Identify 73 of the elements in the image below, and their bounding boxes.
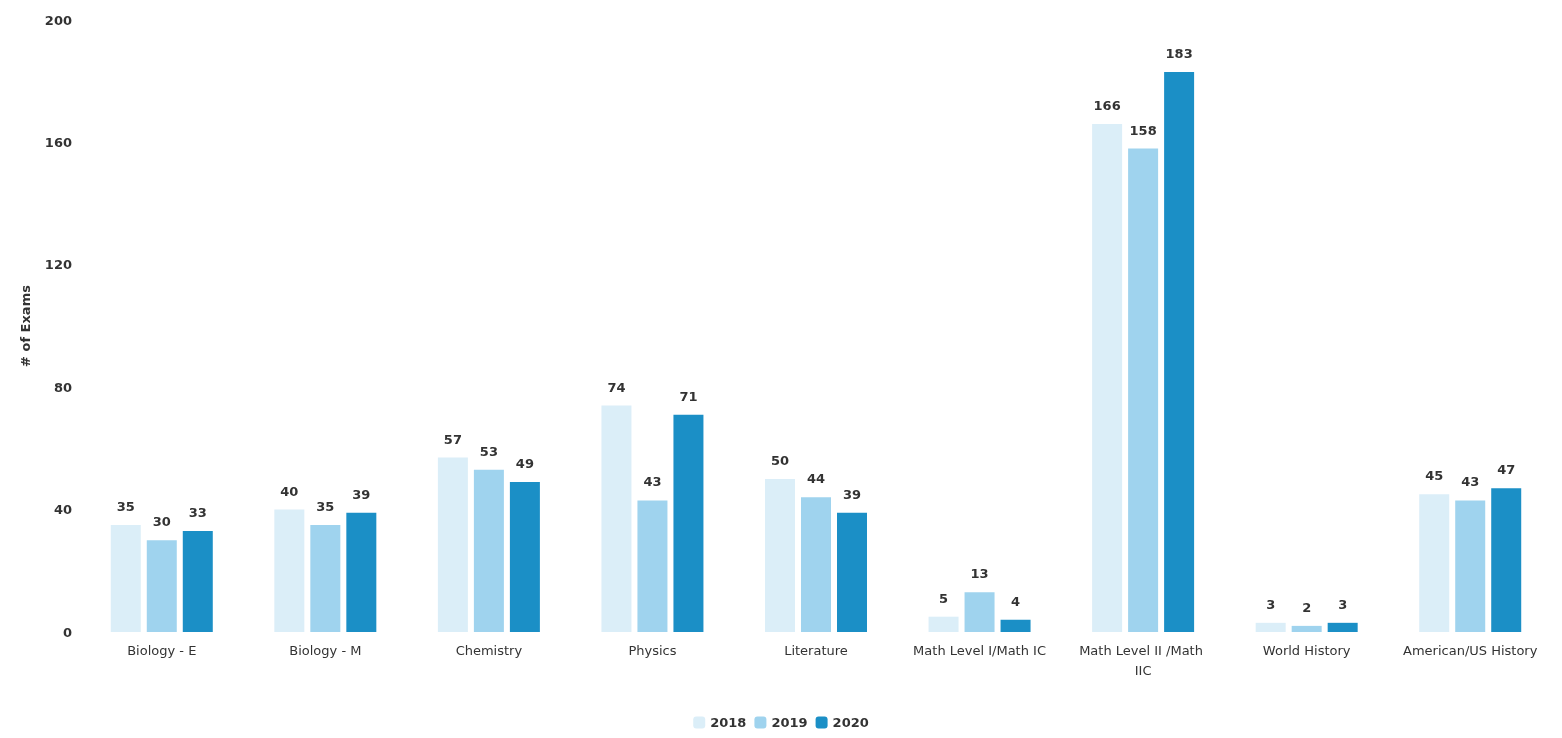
x-tick-label: Biology - E [127,642,197,658]
bar [274,509,305,632]
data-label: 74 [607,379,626,395]
data-label: 47 [1497,462,1516,478]
y-tick-label: 80 [53,379,72,395]
bar [1491,488,1522,632]
bar [310,524,341,632]
data-label: 3 [1338,596,1348,612]
data-label: 40 [280,483,299,499]
x-tick-label: Biology - M [289,642,362,658]
bar [1327,622,1358,632]
data-label: 49 [515,456,534,472]
bar [437,457,468,632]
bar [964,592,995,632]
data-label: 13 [970,566,989,582]
bar [601,405,632,632]
data-label: 30 [152,514,171,530]
data-label: 166 [1093,98,1121,114]
data-label: 71 [679,388,698,404]
data-label: 39 [842,486,862,502]
x-tick-label: Chemistry [455,642,523,658]
bar [346,512,377,632]
data-label: 39 [352,486,371,502]
x-tick-label: Literature [784,642,848,658]
data-label: 4 [1011,593,1021,609]
bar [765,479,795,632]
bar [1000,619,1031,632]
data-label: 44 [806,471,826,487]
data-label: 50 [770,453,790,468]
bar [1455,500,1486,632]
data-label: 45 [1425,468,1444,484]
bar [110,524,141,632]
y-axis-title: # of Exams [18,284,33,367]
bar [1419,494,1450,632]
data-label: 183 [1165,46,1193,62]
x-tick-label: Math Level I/Math IC [913,642,1046,658]
bar [509,482,540,632]
data-label: 3 [1266,596,1276,612]
data-label: 57 [443,431,462,447]
data-label: 35 [316,498,335,514]
bar [182,531,213,632]
data-label: 43 [1461,474,1480,490]
y-tick-label: 40 [53,502,72,518]
data-label: 43 [643,474,662,490]
y-tick-label: 120 [44,257,72,273]
x-tick-label: Physics [628,642,677,658]
data-label: 33 [188,505,207,521]
bar [473,469,504,632]
x-tick-label: American/US History [1403,642,1538,658]
bar [1092,124,1123,632]
legend-label: 2019 [771,715,808,730]
legend-label: 2020 [832,715,869,730]
legend-label: 2018 [710,715,747,730]
data-label: 2 [1302,599,1312,615]
data-label: 53 [479,443,498,459]
y-tick-label: 200 [44,12,72,28]
x-tick-label: World History [1262,642,1351,658]
bar [928,616,959,632]
data-label: 5 [939,590,949,606]
data-label: 158 [1129,122,1157,138]
data-label: 35 [116,498,135,514]
y-tick-label: 0 [62,624,72,640]
bar [1164,72,1195,632]
bar [837,512,867,632]
bar [637,500,668,632]
bar [673,414,704,632]
bar [801,497,831,632]
x-tick-label: Math Level II /Math IIC [1079,642,1208,678]
bar [146,540,177,632]
bar [1255,622,1286,632]
bar [1291,625,1322,632]
bar [1128,148,1159,632]
y-tick-label: 160 [44,134,72,150]
